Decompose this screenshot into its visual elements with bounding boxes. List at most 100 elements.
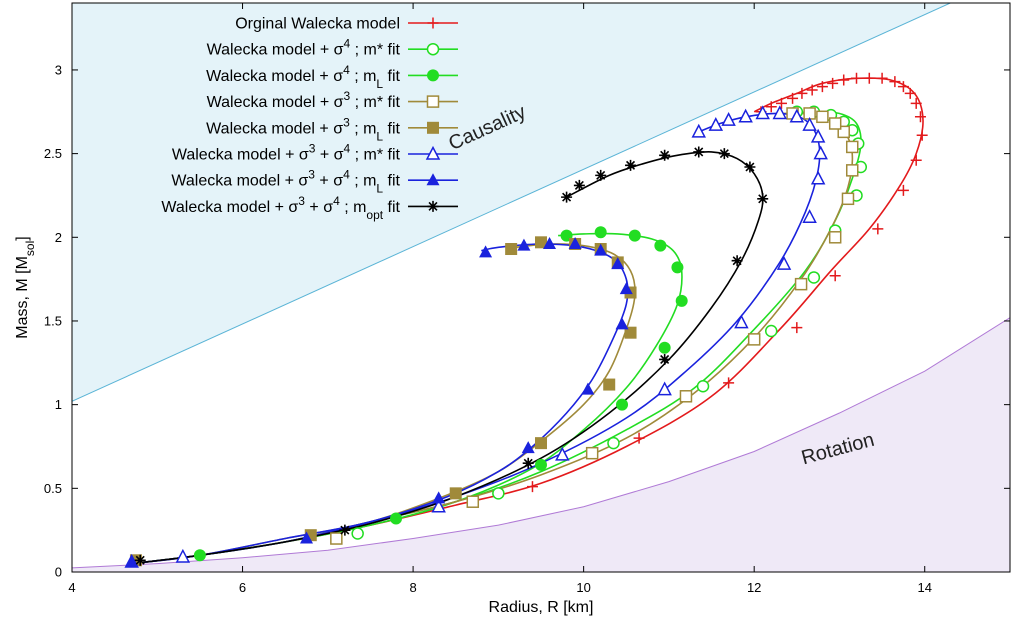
series-5-point-6	[776, 255, 792, 270]
series-0-point-13	[889, 76, 901, 88]
legend-label-3-part-1: 3	[344, 89, 351, 103]
series-6-point-10	[543, 236, 557, 249]
legend-label-2-part-1: 4	[343, 63, 350, 77]
legend-label-4: Walecka model + σ3 ; mL fit	[206, 115, 400, 143]
series-7-point-8	[693, 146, 705, 158]
axes-layer: 4 6 8 10 12 14 0 0.5 1 1.5 2 2.5 3	[44, 3, 1010, 595]
legend-label-1-part-0: Walecka model + σ	[207, 42, 344, 59]
legend-label-6-part-4: ; m	[350, 173, 377, 190]
legend-item-4: Walecka model + σ3 ; mL fit	[206, 115, 458, 143]
legend-label-7-part-2: + σ	[305, 199, 333, 216]
series-0-point-21	[796, 87, 808, 99]
series-4-point-4	[603, 378, 616, 391]
series-0-point-16	[851, 72, 863, 84]
series-3-point-8	[845, 164, 859, 177]
legend-label-2-part-4: fit	[383, 68, 400, 85]
legend-label-3-part-0: Walecka model + σ	[207, 94, 344, 111]
y-axis-label: Mass, M [Msol]	[14, 236, 37, 338]
series-6-point-7	[611, 257, 625, 270]
legend-item-5: Walecka model + σ3 + σ4 ; m* fit	[172, 142, 458, 164]
legend-item-6: Walecka model + σ3 + σ4 ; mL fit	[171, 168, 458, 196]
legend-label-0: Orginal Walecka model	[235, 16, 400, 33]
series-2-point-0	[193, 549, 206, 562]
legend-marker-7	[427, 200, 439, 212]
series-0-point-23	[775, 97, 787, 109]
series-6-point-9	[568, 236, 582, 249]
series-6-point-12	[479, 245, 493, 258]
series-7-point-13	[561, 191, 573, 203]
series-0-point-0	[526, 481, 538, 493]
series-3-point-0	[330, 532, 343, 545]
legend-label-6-part-3: 4	[343, 168, 350, 182]
legend-label-3-part-2: ; m* fit	[350, 94, 400, 111]
legend-label-2: Walecka model + σ4 ; mL fit	[206, 63, 400, 91]
legend-label-6-part-2: + σ	[315, 173, 343, 190]
y-axis-label-sub: sol	[23, 241, 37, 256]
legend-label-6-part-0: Walecka model + σ	[171, 173, 308, 190]
series-7-point-9	[659, 149, 671, 161]
legend-label-6-part-1: 3	[308, 168, 315, 182]
legend-label-1: Walecka model + σ4 ; m* fit	[207, 37, 401, 59]
y-tick-label-0: 0	[55, 565, 62, 580]
rotation-region	[72, 317, 1010, 572]
series-0-point-22	[787, 92, 799, 104]
series-3-point-6	[828, 231, 842, 244]
legend-label-4-part-1: 3	[343, 115, 350, 129]
legend-item-2: Walecka model + σ4 ; mL fit	[206, 63, 458, 91]
series-3-point-5	[794, 277, 808, 291]
series-2-point-9	[594, 226, 607, 239]
x-tick-label-0: 4	[68, 580, 75, 595]
series-7-point-2	[522, 457, 534, 469]
legend-marker-1	[426, 42, 440, 56]
series-0-point-8	[916, 129, 928, 141]
legend-label-5-part-1: 3	[309, 142, 316, 156]
series-2-point-6	[671, 261, 684, 274]
series-2-point-8	[628, 229, 641, 242]
x-tick-label-4: 12	[747, 580, 761, 595]
series-7-point-6	[744, 161, 756, 173]
y-tick-label-4: 2	[55, 230, 62, 245]
series-7-point-10	[625, 159, 637, 171]
series-0-point-18	[827, 77, 839, 89]
series-3-point-4	[747, 333, 761, 346]
series-3-point-3	[679, 390, 693, 403]
plot-frame	[71, 2, 1011, 573]
legend-label-5-part-2: + σ	[315, 147, 343, 164]
x-tick-label-3: 10	[576, 580, 590, 595]
series-5-point-11	[802, 117, 817, 131]
series-6-point-6	[619, 282, 633, 295]
series-0-point-9	[914, 111, 926, 123]
regions-layer	[72, 3, 1010, 572]
legend-label-6: Walecka model + σ3 + σ4 ; mL fit	[171, 168, 400, 196]
legend-item-7: Walecka model + σ3 + σ4 ; mopt fit	[161, 194, 458, 222]
x-tick-label-2: 8	[409, 580, 416, 595]
legend-item-3: Walecka model + σ3 ; m* fit	[207, 89, 458, 111]
series-2-point-7	[654, 239, 667, 252]
legend-marker-3	[426, 95, 440, 108]
series-6-point-11	[517, 238, 531, 251]
series-1-point-5	[807, 271, 821, 284]
series-3-point-1	[466, 495, 480, 508]
legend-label-5-part-4: ; m* fit	[350, 147, 400, 164]
series-1-point-4	[764, 324, 778, 338]
y-tick-label-6: 3	[55, 62, 62, 77]
series-0-point-4	[829, 270, 841, 282]
legend-marker-4	[427, 121, 439, 134]
series-6-point-4	[581, 382, 595, 395]
series-5-point-18	[691, 123, 706, 138]
legend-marker-2	[427, 69, 439, 82]
legend-item-0: Orginal Walecka model	[235, 16, 458, 33]
legend-label-5: Walecka model + σ3 + σ4 ; m* fit	[172, 142, 401, 164]
series-0-point-6	[897, 184, 909, 196]
series-0-point-15	[863, 72, 875, 84]
legend: Orginal Walecka model Walecka model + σ4 …	[161, 16, 458, 222]
series-2-point-2	[535, 458, 547, 471]
causality-boundary	[72, 3, 951, 402]
x-tick-label-5: 14	[917, 580, 931, 595]
series-0-point-7	[910, 154, 922, 166]
series-1-point-3	[696, 379, 710, 393]
series-1-point-0	[351, 527, 364, 540]
series-4-point-11	[505, 243, 518, 256]
series-7-point-7	[718, 148, 730, 160]
series-7-point-3	[659, 353, 671, 365]
